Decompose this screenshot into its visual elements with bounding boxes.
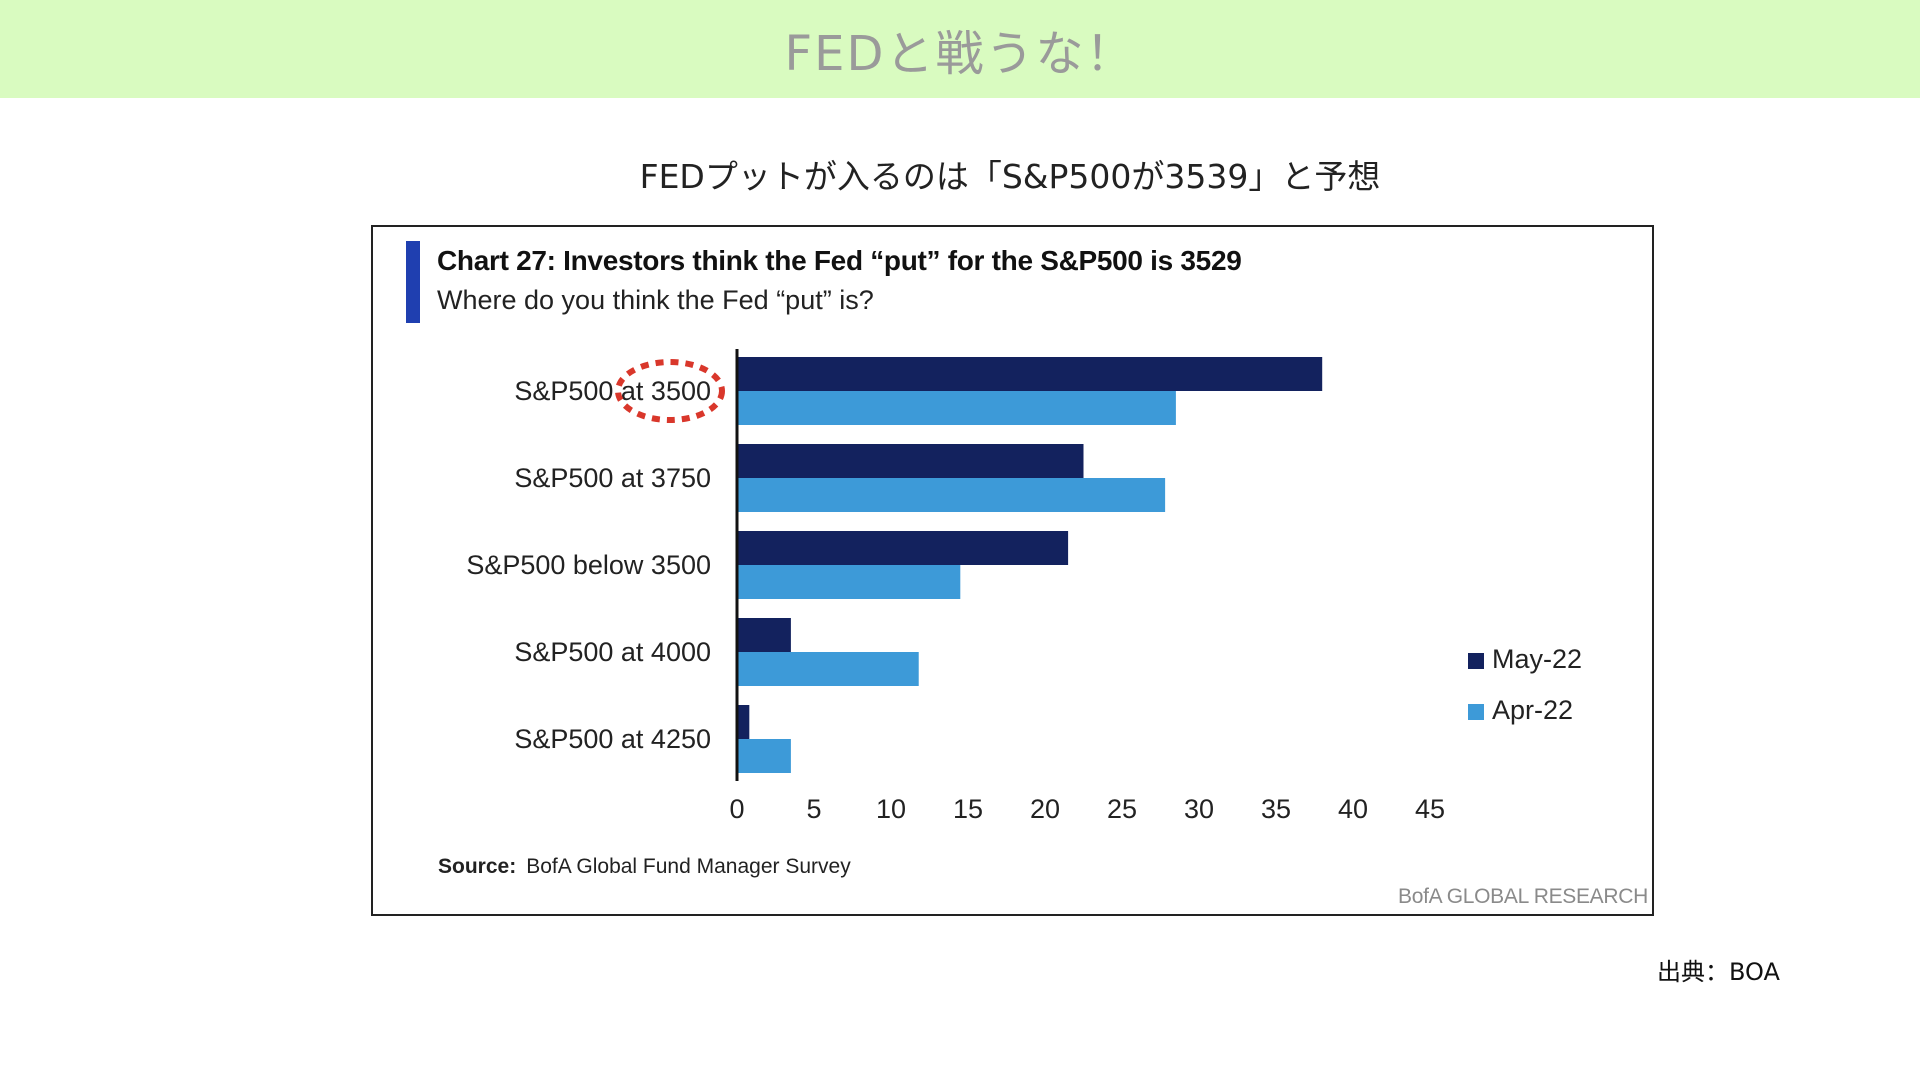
legend-label: May-22 [1492, 644, 1582, 674]
chart-subtitle: Where do you think the Fed “put” is? [437, 285, 874, 315]
legend: May-22 Apr-22 [1468, 644, 1582, 725]
category-label: S&P500 below 3500 [466, 550, 711, 580]
source-label: Source: [438, 855, 517, 878]
x-tick-label: 0 [729, 794, 744, 824]
bar-apr-22 [737, 565, 961, 599]
bar-apr-22 [737, 478, 1166, 512]
header-banner: FEDと戦うな！ [0, 0, 1920, 98]
category-label: S&P500 at 4250 [514, 724, 711, 754]
source-note: Source: BofA Global Fund Manager Survey [438, 855, 851, 879]
x-tick-label: 25 [1107, 794, 1137, 824]
bar-apr-22 [737, 391, 1176, 425]
branding: BofA GLOBAL RESEARCH [1398, 885, 1648, 908]
source-text: BofA Global Fund Manager Survey [526, 855, 851, 878]
x-tick-label: 15 [953, 794, 983, 824]
highlight-dotted-circle [615, 359, 725, 423]
x-tick-label: 35 [1261, 794, 1291, 824]
bar-may-22 [737, 444, 1084, 478]
bar-may-22 [737, 705, 750, 739]
bar-apr-22 [737, 652, 919, 686]
x-tick-label: 30 [1184, 794, 1214, 824]
bar-may-22 [737, 618, 791, 652]
banner-title: FEDと戦うな！ [784, 26, 1136, 82]
category-label: S&P500 at 4000 [514, 637, 711, 667]
x-tick-label: 40 [1338, 794, 1368, 824]
title-accent-bar [406, 241, 420, 323]
x-tick-label: 10 [876, 794, 906, 824]
legend-swatch [1468, 653, 1484, 669]
category-label: S&P500 at 3750 [514, 463, 711, 493]
x-tick-label: 5 [806, 794, 821, 824]
x-tick-label: 20 [1030, 794, 1060, 824]
x-tick-label: 45 [1415, 794, 1445, 824]
bar-may-22 [737, 357, 1323, 391]
category-labels: S&P500 at 3500 S&P500 at 3750 S&P500 below… [466, 376, 711, 754]
bar-may-22 [737, 531, 1069, 565]
legend-label: Apr-22 [1492, 695, 1573, 725]
chart-title: Chart 27: Investors think the Fed “put” … [437, 245, 1242, 276]
bars [737, 357, 1323, 773]
bar-chart: S&P500 at 3500 S&P500 at 3750 S&P500 below… [466, 349, 1582, 824]
slide-subtitle: FEDプットが入るのは「S&P500が3539」と予想 [639, 157, 1381, 196]
category-label: S&P500 at 3500 [514, 376, 711, 406]
bar-apr-22 [737, 739, 791, 773]
source-credit: 出典：BOA [1657, 958, 1780, 986]
legend-swatch [1468, 704, 1484, 720]
chart-frame: Chart 27: Investors think the Fed “put” … [371, 225, 1654, 916]
x-axis-ticks: 0 5 10 15 20 25 30 35 40 45 [729, 794, 1445, 824]
